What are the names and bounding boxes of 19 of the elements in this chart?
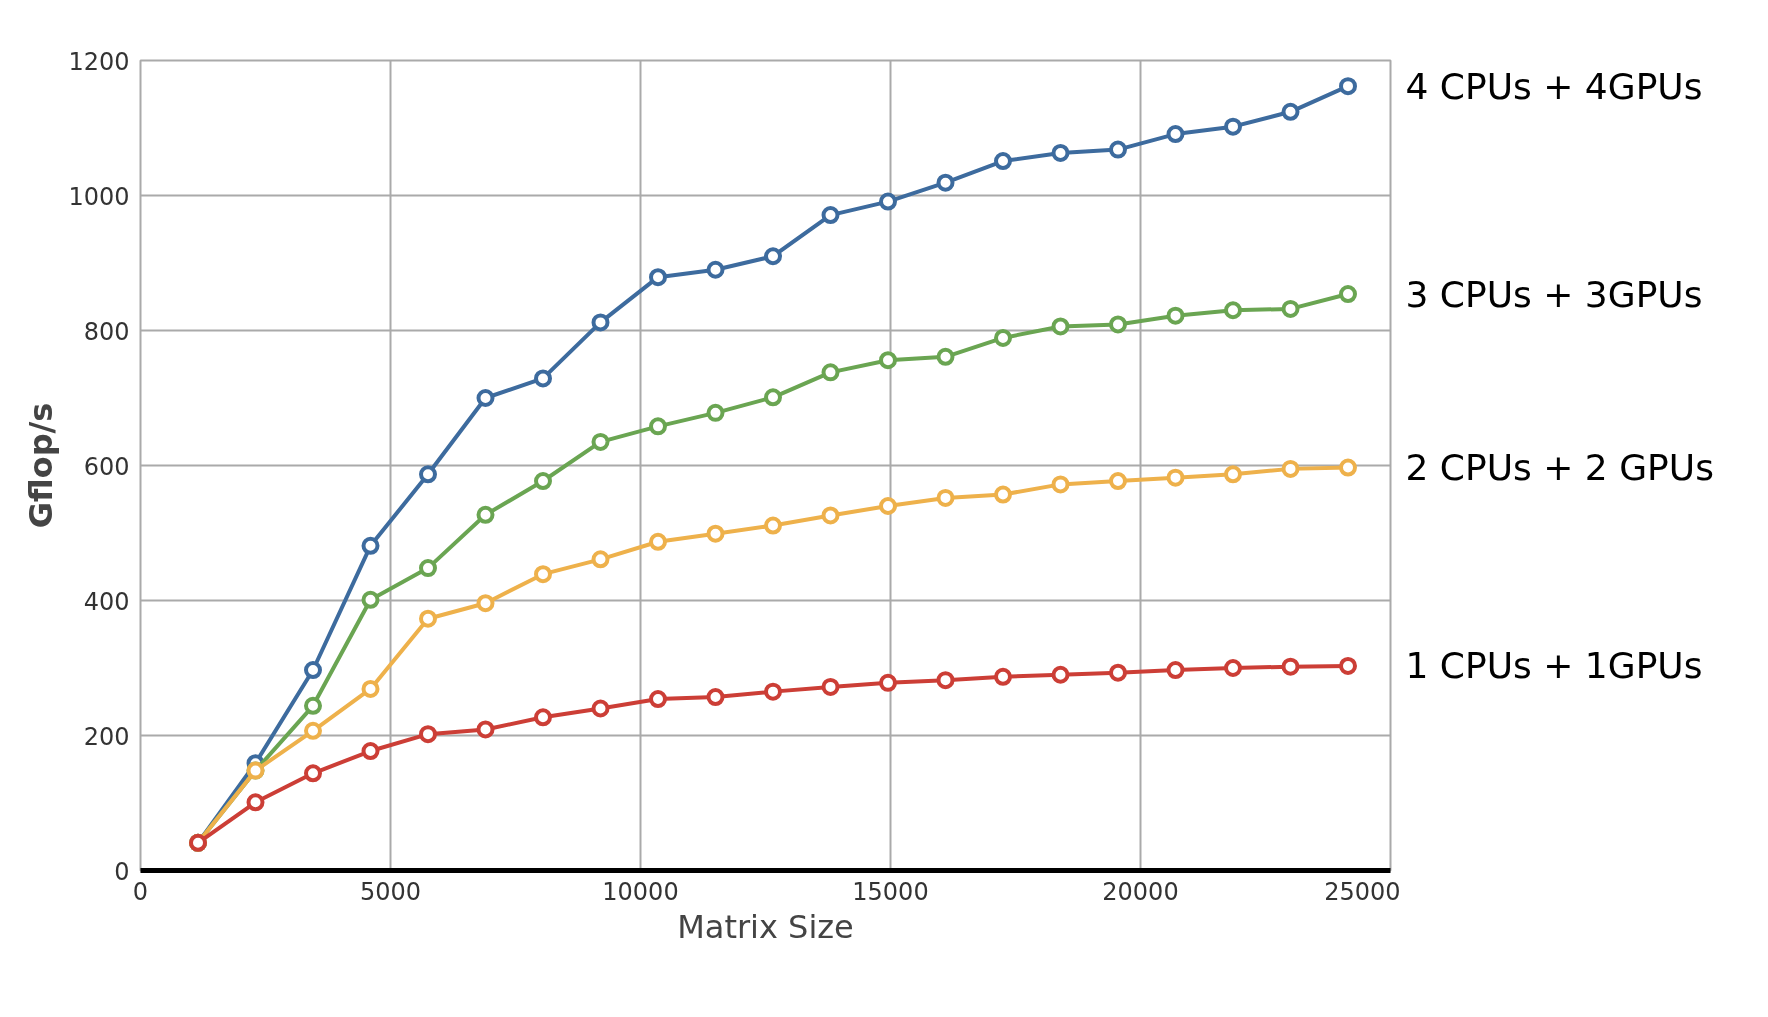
x-tick-label: 10000	[602, 877, 679, 906]
y-tick-label: 200	[83, 722, 130, 751]
series-label: 4 CPUs + 4GPUs	[1405, 65, 1703, 107]
series-label: 2 CPUs + 2 GPUs	[1405, 447, 1714, 489]
x-tick-label: 20000	[1102, 877, 1179, 906]
y-axis-title: Gflop/s	[22, 402, 61, 529]
y-tick-label: 400	[83, 587, 130, 616]
y-tick-label: 1200	[68, 47, 130, 76]
y-tick-label: 800	[83, 317, 130, 346]
x-axis-title: Matrix Size	[677, 907, 854, 946]
y-tick-label: 600	[83, 452, 130, 481]
x-tick-label: 0	[132, 877, 149, 906]
y-tick-label: 0	[114, 857, 130, 886]
y-tick-label: 1000	[68, 182, 130, 211]
x-tick-label: 5000	[359, 877, 422, 906]
series-label: 3 CPUs + 3GPUs	[1405, 273, 1703, 315]
x-tick-label: 15000	[852, 877, 929, 906]
x-tick-label: 25000	[1324, 877, 1401, 906]
series-label: 1 CPUs + 1GPUs	[1405, 645, 1703, 687]
